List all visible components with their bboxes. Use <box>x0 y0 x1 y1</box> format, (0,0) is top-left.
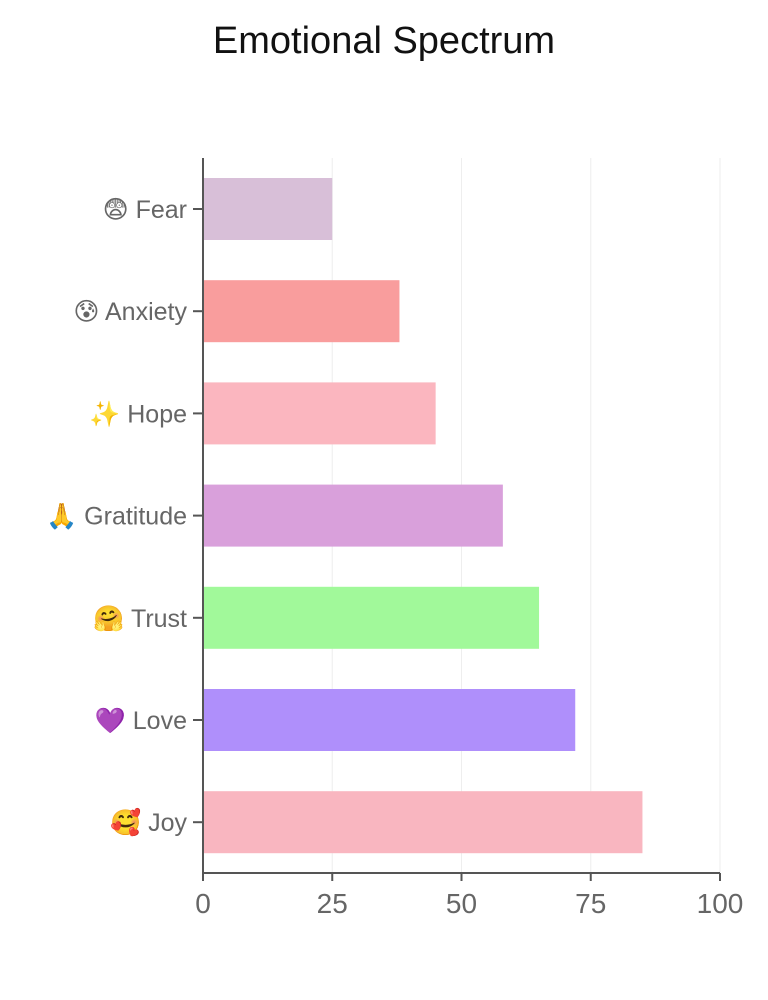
bar-hope[interactable] <box>203 382 436 445</box>
bar-trust[interactable] <box>203 586 540 649</box>
bar-gratitude[interactable] <box>203 484 503 547</box>
x-tick-label-50: 50 <box>446 888 477 919</box>
x-tick-label-100: 100 <box>697 888 744 919</box>
bar-joy[interactable] <box>203 791 643 854</box>
category-label-fear: 😨 Fear <box>103 196 187 224</box>
category-label-gratitude: 🙏 Gratitude <box>46 503 187 531</box>
category-label-anxiety: 😰 Anxiety <box>73 298 187 326</box>
bar-love[interactable] <box>203 689 576 751</box>
category-label-trust: 🤗 Trust <box>93 605 187 633</box>
category-label-joy: 🥰 Joy <box>110 807 187 837</box>
category-label-hope: ✨ Hope <box>89 400 187 428</box>
chart-title: Emotional Spectrum <box>212 20 556 62</box>
bar-anxiety[interactable] <box>203 280 400 343</box>
x-tick-label-75: 75 <box>575 888 606 919</box>
x-tick-label-0: 0 <box>195 888 211 919</box>
category-label-love: 💜 Love <box>95 707 187 735</box>
x-tick-label-25: 25 <box>317 888 348 919</box>
bar-fear[interactable] <box>203 178 333 240</box>
